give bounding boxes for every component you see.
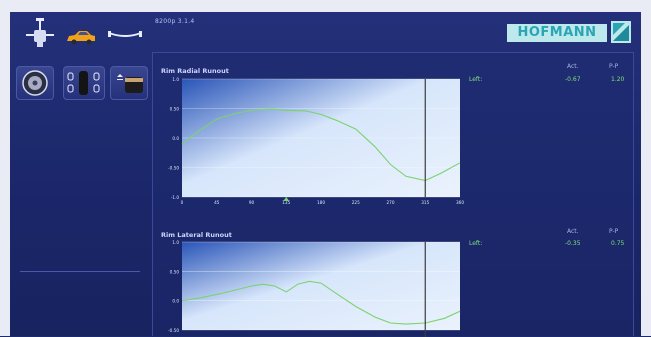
act-value: -0.35	[565, 240, 581, 247]
x-tick-label: 225	[352, 200, 360, 205]
sidebar-divider	[20, 271, 140, 272]
wheel-button[interactable]	[16, 66, 54, 100]
x-tick-label: 0	[181, 200, 184, 205]
brand-name: HOFMANN	[507, 24, 607, 42]
pp-header: P-P	[609, 63, 619, 70]
y-tick-label: -0.50	[168, 166, 179, 171]
y-tick-label: 0.0	[172, 299, 179, 304]
chart-title: Rim Lateral Runout	[161, 231, 232, 239]
pp-value: 1.20	[611, 76, 625, 83]
lateral-runout-chart: 1.0 0.50 0.0 -0.50	[168, 240, 461, 337]
chart-title: Rim Radial Runout	[161, 67, 229, 75]
runout-panel: Rim Radial Runout Left: Act. P-P -0.67 1…	[152, 52, 634, 337]
car-icon[interactable]	[65, 30, 97, 46]
y-tick-label: 0.50	[170, 107, 180, 112]
side-label: Left:	[469, 76, 483, 83]
x-tick-label: 90	[249, 200, 255, 205]
tire-profile-button[interactable]	[110, 66, 148, 100]
pp-value: 0.75	[611, 240, 625, 247]
x-tick-label: 270	[387, 200, 395, 205]
x-tick-label: 180	[317, 200, 325, 205]
plot-area	[182, 242, 460, 330]
radial-runout-chart: 1.0 0.50 0.0 -0.50 -1.00 45 90 135 180 225 270 315 3…	[168, 77, 464, 205]
runout-line	[181, 280, 461, 325]
y-tick-label: 0.50	[170, 269, 180, 274]
tire-matching-button[interactable]	[63, 66, 105, 100]
y-tick-label: -1.0	[171, 195, 180, 200]
software-version: 8200p 3.1.4	[155, 18, 195, 25]
act-header: Act.	[567, 63, 579, 70]
x-tick-label: 135	[282, 200, 290, 205]
x-tick-label: 315	[421, 200, 429, 205]
act-value: -0.67	[565, 76, 581, 83]
wheel-icon	[22, 70, 48, 96]
tire-profile-icon	[117, 74, 143, 93]
axle-icon[interactable]	[108, 30, 142, 44]
act-header: Act.	[567, 228, 579, 235]
wheel-balancer-icon[interactable]	[24, 18, 56, 48]
y-tick-label: 1.0	[172, 240, 179, 245]
tire-matching-icon	[67, 71, 100, 95]
pp-header: P-P	[609, 228, 619, 235]
sidebar	[10, 12, 148, 336]
runout-line	[181, 108, 461, 182]
y-tick-label: 1.0	[172, 77, 179, 82]
brand-logo: HOFMANN	[507, 21, 631, 45]
side-label: Left:	[469, 240, 483, 247]
x-tick-label: 45	[214, 200, 220, 205]
hofmann-logo-icon	[611, 21, 631, 43]
x-tick-label: 360	[456, 200, 464, 205]
y-tick-label: 0.0	[172, 136, 179, 141]
highlight-marker	[283, 197, 290, 201]
y-tick-label: -0.50	[168, 328, 179, 333]
